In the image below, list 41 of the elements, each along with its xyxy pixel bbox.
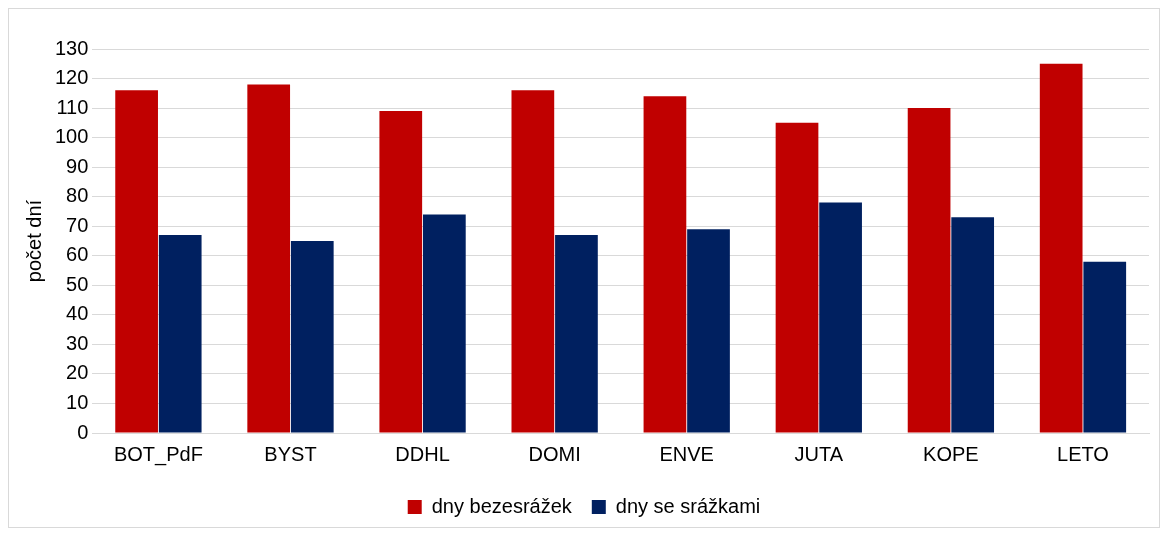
y-tick-label: 60	[66, 243, 89, 266]
bar	[1083, 261, 1127, 433]
legend-label: dny bezesrážek	[431, 494, 573, 517]
y-tick-label: 80	[66, 184, 89, 207]
bar	[555, 235, 598, 433]
bar	[511, 90, 555, 433]
legend-label: dny se srážkami	[615, 494, 761, 517]
y-tick-label: 10	[66, 390, 89, 413]
bar	[907, 108, 951, 433]
y-tick-label: 110	[56, 95, 89, 118]
y-tick-label: 70	[66, 213, 89, 236]
x-tick-label: DDHL	[395, 442, 450, 465]
y-tick-label: 90	[66, 154, 89, 177]
y-tick-label: 0	[77, 420, 89, 443]
x-tick-label: DOMI	[528, 442, 581, 465]
y-tick-label: 120	[54, 66, 89, 89]
bar	[951, 217, 995, 433]
x-tick-label: JUTA	[794, 442, 844, 465]
bar	[819, 202, 862, 433]
bar	[158, 235, 202, 433]
bar	[643, 96, 687, 433]
y-tick-label: 50	[66, 272, 89, 295]
bar	[115, 90, 158, 433]
y-axis-title: počet dní	[22, 199, 45, 283]
bar	[1039, 63, 1083, 433]
bar	[379, 111, 423, 433]
x-tick-label: BYST	[264, 442, 317, 465]
bar	[775, 122, 819, 433]
y-tick-label: 40	[66, 302, 89, 325]
bar	[290, 241, 334, 433]
bar	[247, 84, 291, 433]
x-tick-label: ENVE	[659, 442, 714, 465]
x-tick-label: KOPE	[923, 442, 979, 465]
y-tick-label: 30	[66, 331, 89, 354]
x-tick-label: BOT_PdF	[113, 442, 203, 466]
y-tick-label: 130	[54, 36, 89, 59]
y-tick-label: 20	[66, 361, 89, 384]
y-tick-label: 100	[54, 125, 89, 148]
x-tick-label: LETO	[1057, 442, 1109, 465]
bar	[423, 214, 466, 433]
bar	[687, 229, 730, 433]
